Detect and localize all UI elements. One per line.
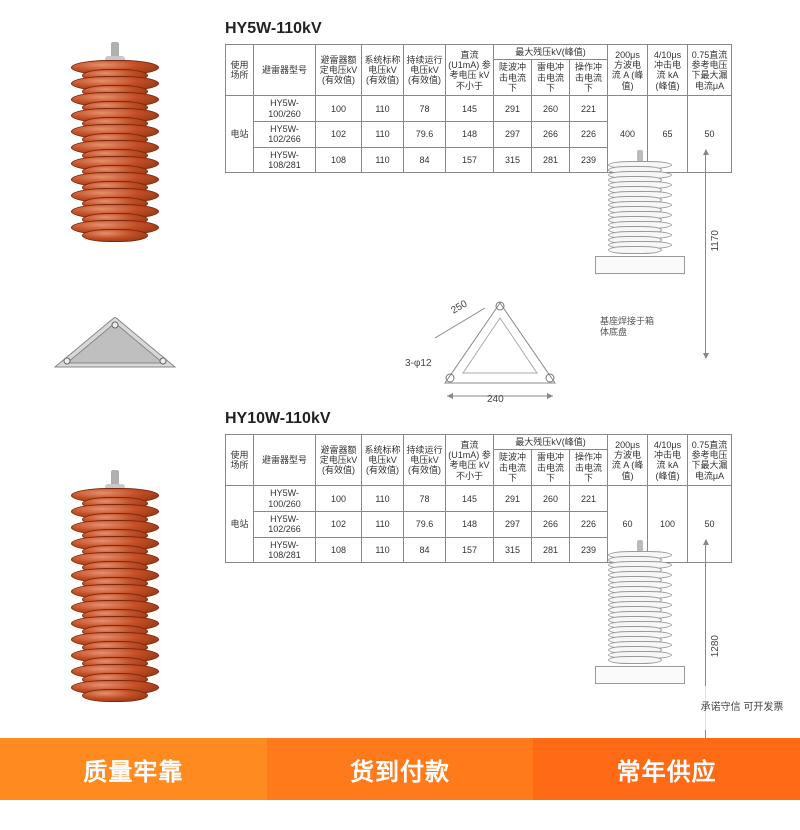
promo-slot-1: 质量牢靠: [0, 738, 267, 800]
td-model: HY5W-108/281: [254, 147, 316, 173]
th-model: 避雷器型号: [254, 45, 316, 96]
mini-arrester: [590, 540, 690, 684]
th-rated: 避雷器额定电压kV (有效值): [316, 435, 362, 486]
dim-height-label: 1280: [710, 635, 721, 657]
base-note: 基座焊接于箱体底盘: [600, 316, 660, 338]
dim-base-width: 240: [487, 394, 504, 405]
table-row: 电站HY5W-100/26010011078145291260221601005…: [226, 486, 732, 512]
th-steep: 陡波冲击电流下: [494, 450, 532, 486]
top-cap: [111, 470, 119, 486]
th-i410: 4/10μs 冲击电流 kA (峰值): [648, 435, 688, 486]
sheds-stack: [71, 494, 159, 702]
section-title: HY10W-110kV: [225, 410, 331, 428]
th-system: 系统标称电压kV (有效值): [362, 435, 404, 486]
dim-hole-label: 3-φ12: [405, 358, 432, 369]
th-lightning: 雷电冲击电流下: [532, 450, 570, 486]
td-model: HY5W-100/260: [254, 96, 316, 122]
th-system: 系统标称电压kV (有效值): [362, 45, 404, 96]
td-use: 电站: [226, 96, 254, 173]
th-use: 使用场所: [226, 435, 254, 486]
th-resid-group: 最大残压kV(峰值): [494, 45, 608, 60]
dimension-diagram-HY5W: 1170 240 250 3-φ12 基座焊接于箱体底盘: [360, 150, 780, 410]
th-use: 使用场所: [226, 45, 254, 96]
dim-height-line: [705, 150, 706, 358]
promo-slot-2: 货到付款: [267, 738, 534, 800]
th-switching: 操作冲击电流下: [570, 60, 608, 96]
th-leak: 0.75直流参考电压下最大漏电流μA: [688, 435, 732, 486]
th-lightning: 雷电冲击电流下: [532, 60, 570, 96]
arrester-photo-HY5W: [35, 42, 195, 372]
th-sq200: 200μs 方波电流 A (峰值): [608, 435, 648, 486]
th-sq200: 200μs 方波电流 A (峰值): [608, 45, 648, 96]
dim-height-label: 1170: [710, 230, 721, 252]
promo-slot-3: 常年供应: [533, 738, 800, 800]
th-dc1ma: 直流 (U1mA) 参考电压 kV不小于: [446, 45, 494, 96]
th-dc1ma: 直流 (U1mA) 参考电压 kV不小于: [446, 435, 494, 486]
promo-badge: 承诺守信 可开发票: [692, 686, 792, 730]
th-mcov: 持续运行电压kV (有效值): [404, 435, 446, 486]
table-row: 电站HY5W-100/26010011078145291260221400655…: [226, 96, 732, 122]
td-model: HY5W-102/266: [254, 122, 316, 148]
td-model: HY5W-100/260: [254, 486, 316, 512]
mini-arrester: [590, 150, 690, 274]
td-model: HY5W-108/281: [254, 537, 316, 563]
th-i410: 4/10μs 冲击电流 kA (峰值): [648, 45, 688, 96]
td-model: HY5W-102/266: [254, 512, 316, 538]
promo-strip: 质量牢靠 货到付款 常年供应: [0, 738, 800, 800]
th-rated: 避雷器额定电压kV (有效值): [316, 45, 362, 96]
td-use: 电站: [226, 486, 254, 563]
th-leak: 0.75直流参考电压下最大漏电流μA: [688, 45, 732, 96]
th-switching: 操作冲击电流下: [570, 450, 608, 486]
th-model: 避雷器型号: [254, 435, 316, 486]
th-mcov: 持续运行电压kV (有效值): [404, 45, 446, 96]
tri-base: [45, 317, 185, 372]
top-cap: [111, 42, 119, 58]
th-resid-group: 最大残压kV(峰值): [494, 435, 608, 450]
section-title: HY5W-110kV: [225, 20, 322, 38]
sheds-stack: [71, 66, 159, 242]
th-steep: 陡波冲击电流下: [494, 60, 532, 96]
base-plan-diagram: 240 250 3-φ12: [415, 278, 585, 408]
